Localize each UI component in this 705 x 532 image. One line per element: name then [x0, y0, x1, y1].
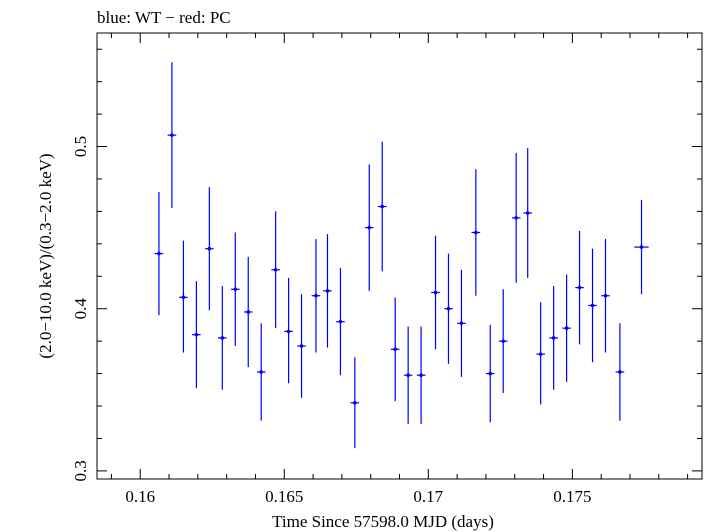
point-marker	[514, 216, 518, 220]
y-tick-label: 0.4	[71, 298, 90, 320]
data-point	[634, 200, 649, 295]
y-tick-label: 0.5	[71, 136, 90, 157]
point-marker	[299, 344, 304, 348]
point-marker	[220, 336, 225, 340]
data-point	[230, 232, 240, 347]
data-point	[444, 253, 453, 364]
point-marker	[488, 371, 493, 376]
point-marker	[525, 211, 530, 215]
point-marker	[501, 339, 506, 343]
data-point	[311, 238, 321, 353]
point-marker	[419, 373, 423, 378]
point-marker	[433, 290, 438, 295]
point-marker	[325, 289, 330, 293]
point-marker	[393, 347, 397, 352]
point-marker	[246, 310, 251, 314]
plot-frame	[96, 32, 703, 480]
y-axis-label: (2.0−10.0 keV)/(0.3−2.0 keV)	[36, 153, 55, 358]
chart-title: blue: WT − red: PC	[97, 8, 231, 27]
y-tick-label: 0.3	[71, 460, 90, 481]
point-marker	[380, 204, 385, 209]
data-point	[218, 286, 227, 390]
point-marker	[314, 293, 318, 298]
data-point	[511, 153, 521, 283]
axis-ticks	[97, 33, 702, 479]
data-point	[256, 323, 266, 421]
data-point	[431, 235, 440, 350]
point-marker	[603, 293, 608, 298]
data-point	[154, 191, 164, 316]
data-point	[471, 169, 481, 296]
point-marker	[286, 329, 291, 334]
data-point	[601, 238, 610, 353]
x-axis-label: Time Since 57598.0 MJD (days)	[272, 512, 494, 531]
x-tick-label: 0.165	[265, 487, 303, 506]
data-point	[297, 294, 306, 398]
data-point	[416, 326, 426, 424]
data-point	[350, 357, 360, 449]
point-marker	[564, 326, 569, 330]
data-point	[284, 277, 293, 384]
x-tick-label: 0.16	[125, 487, 155, 506]
point-marker	[577, 285, 582, 290]
data-point	[523, 148, 533, 278]
data-point	[179, 240, 188, 353]
point-marker	[157, 251, 161, 256]
point-marker	[367, 225, 372, 230]
point-marker	[170, 133, 174, 137]
data-point	[243, 256, 253, 368]
x-tick-labels: 0.16 0.165 0.17 0.175	[125, 487, 591, 506]
point-marker	[353, 400, 357, 405]
data-point	[615, 323, 625, 421]
data-point	[377, 141, 387, 272]
point-marker	[618, 370, 622, 374]
data-point	[457, 269, 466, 377]
point-marker	[639, 245, 644, 249]
x-tick-label: 0.175	[553, 487, 591, 506]
data-point	[205, 187, 214, 311]
data-point	[575, 230, 584, 345]
point-marker	[446, 306, 451, 311]
point-marker	[233, 287, 238, 292]
data-point	[403, 326, 413, 424]
data-point	[336, 268, 345, 376]
point-marker	[474, 230, 478, 235]
point-marker	[538, 352, 543, 356]
y-tick-labels: 0.3 0.4 0.5	[71, 136, 90, 482]
x-tick-label: 0.17	[413, 487, 443, 506]
point-marker	[338, 319, 343, 324]
point-marker	[406, 373, 410, 378]
point-marker	[194, 332, 199, 337]
data-point	[364, 164, 374, 291]
point-marker	[551, 336, 556, 340]
point-marker	[273, 267, 278, 272]
data-point	[549, 286, 558, 390]
data-point	[536, 302, 545, 405]
data-point	[485, 324, 495, 423]
data-point	[562, 274, 571, 382]
data-point	[323, 234, 332, 348]
point-marker	[590, 303, 595, 308]
data-series	[154, 62, 649, 449]
data-point	[588, 248, 597, 363]
data-point	[192, 281, 201, 389]
point-marker	[207, 246, 212, 251]
point-marker	[181, 295, 186, 300]
data-point	[271, 211, 280, 329]
point-marker	[459, 321, 464, 326]
data-point	[167, 62, 177, 209]
point-marker	[259, 370, 264, 374]
data-point	[498, 289, 508, 394]
data-point	[390, 297, 400, 402]
